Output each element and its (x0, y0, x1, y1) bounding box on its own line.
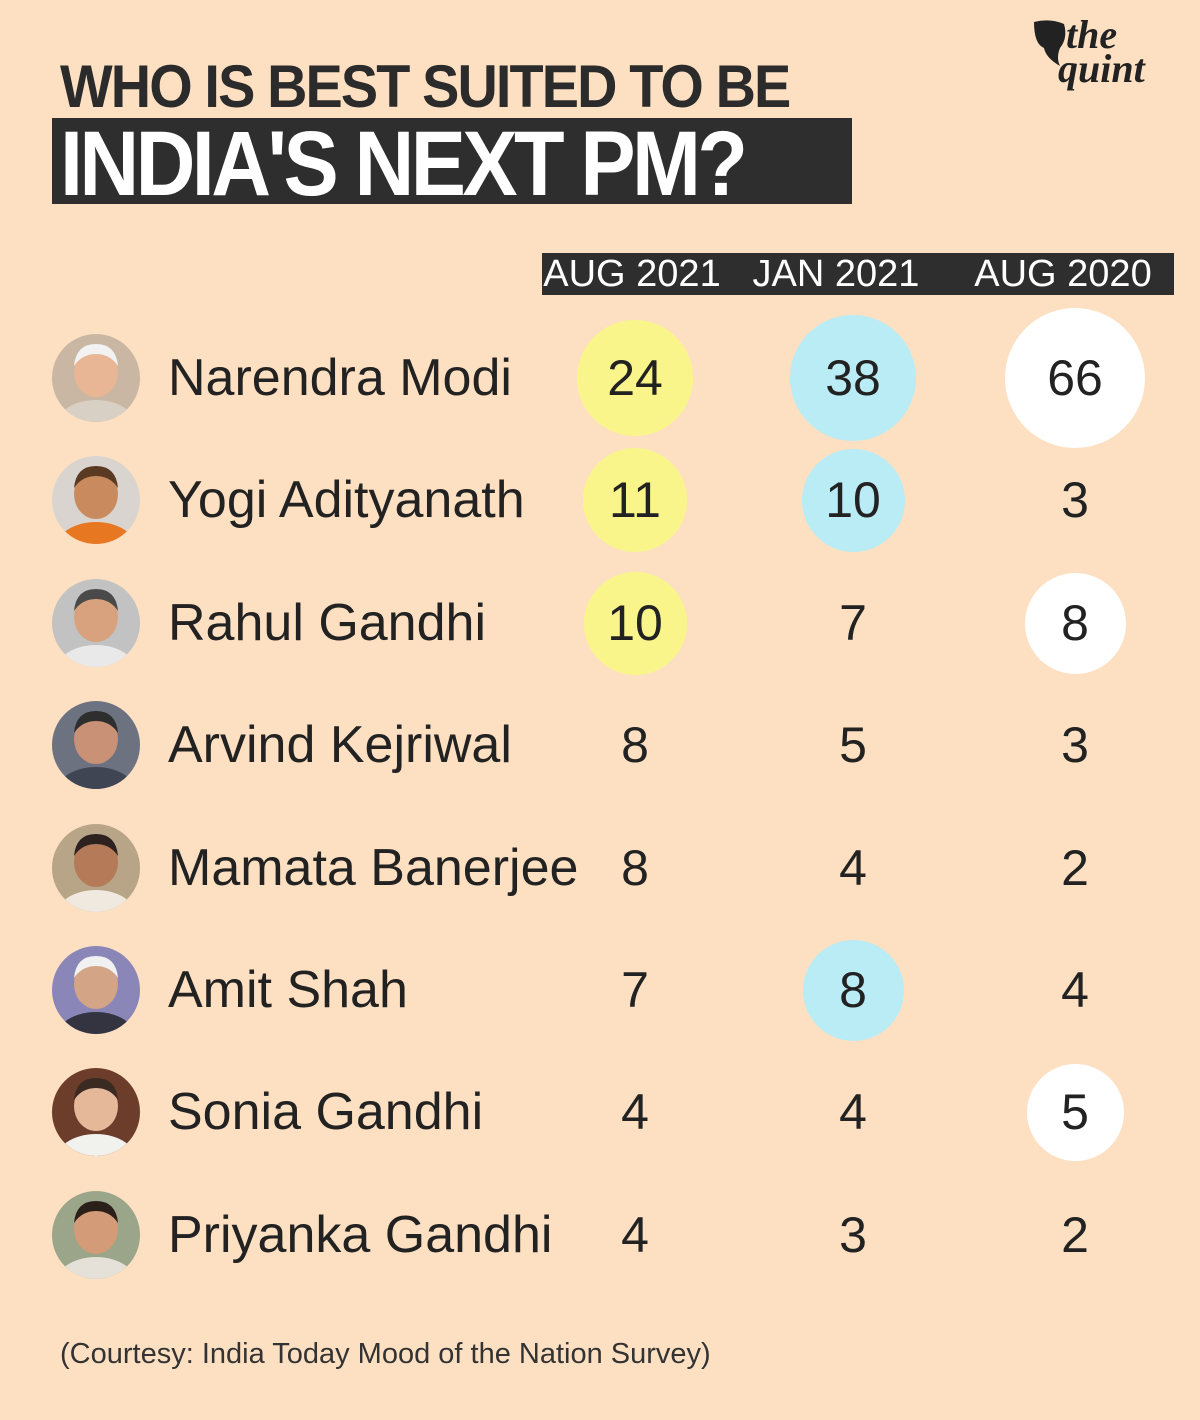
table-cell: 7 (525, 930, 745, 1050)
table-cell: 5 (965, 1052, 1185, 1172)
candidate-name: Rahul Gandhi (168, 594, 486, 652)
column-header-jan-2021: JAN 2021 (720, 253, 952, 295)
avatar (52, 1191, 140, 1279)
table-cell: 24 (525, 318, 745, 438)
table-cell: 2 (965, 1175, 1185, 1295)
table-row: Amit Shah 7 8 4 (0, 930, 1200, 1050)
value-bubble: 4 (1061, 962, 1089, 1018)
column-header-aug-2020: AUG 2020 (952, 253, 1174, 295)
candidate-name: Mamata Banerjee (168, 839, 579, 897)
value-bubble: 8 (621, 717, 649, 773)
table-cell: 4 (525, 1175, 745, 1295)
table-cell: 4 (743, 1052, 963, 1172)
table-row: Rahul Gandhi 10 7 8 (0, 563, 1200, 683)
value-bubble: 2 (1061, 1207, 1089, 1263)
value-bubble: 8 (621, 840, 649, 896)
table-row: Sonia Gandhi 4 4 5 (0, 1052, 1200, 1172)
value-bubble: 8 (1024, 572, 1126, 674)
value-bubble: 10 (801, 448, 905, 552)
table-row: Mamata Banerjee 8 4 2 (0, 808, 1200, 928)
table-cell: 8 (743, 930, 963, 1050)
table-cell: 10 (743, 440, 963, 560)
value-bubble: 5 (1026, 1063, 1124, 1161)
table-cell: 3 (965, 685, 1185, 805)
avatar (52, 456, 140, 544)
value-bubble: 5 (839, 717, 867, 773)
table-cell: 4 (525, 1052, 745, 1172)
value-bubble: 3 (1061, 472, 1089, 528)
value-bubble: 66 (1005, 308, 1145, 448)
table-cell: 8 (965, 563, 1185, 683)
candidate-name: Sonia Gandhi (168, 1083, 484, 1141)
avatar (52, 579, 140, 667)
source-credit: (Courtesy: India Today Mood of the Natio… (60, 1338, 711, 1370)
table-cell: 4 (743, 808, 963, 928)
value-bubble: 7 (621, 962, 649, 1018)
table-row: Priyanka Gandhi 4 3 2 (0, 1175, 1200, 1295)
value-bubble: 38 (790, 315, 916, 441)
value-bubble: 3 (839, 1207, 867, 1263)
column-header-aug-2021: AUG 2021 (542, 253, 722, 295)
table-cell: 11 (525, 440, 745, 560)
value-bubble: 3 (1061, 717, 1089, 773)
value-bubble: 24 (577, 320, 693, 436)
table-cell: 66 (965, 308, 1185, 448)
table-cell: 3 (965, 440, 1185, 560)
table-cell: 8 (525, 685, 745, 805)
avatar (52, 1068, 140, 1156)
value-bubble: 10 (583, 571, 687, 675)
table-row: Arvind Kejriwal 8 5 3 (0, 685, 1200, 805)
table-row: Yogi Adityanath 11 10 3 (0, 440, 1200, 560)
value-bubble: 4 (839, 840, 867, 896)
logo-text-quint: quint (1058, 46, 1145, 91)
candidate-name: Priyanka Gandhi (168, 1206, 553, 1264)
logo-text-the: the (1066, 12, 1118, 57)
value-bubble: 4 (621, 1084, 649, 1140)
table-cell: 8 (525, 808, 745, 928)
avatar (52, 334, 140, 422)
avatar (52, 946, 140, 1034)
title-line-2: INDIA'S NEXT PM? (60, 113, 748, 215)
table-cell: 2 (965, 808, 1185, 928)
candidate-name: Arvind Kejriwal (168, 716, 512, 774)
table-cell: 5 (743, 685, 963, 805)
the-quint-logo: the quint (1030, 15, 1180, 108)
quote-mark-icon (1034, 20, 1066, 66)
value-bubble: 8 (802, 939, 904, 1041)
table-cell: 3 (743, 1175, 963, 1295)
value-bubble: 2 (1061, 840, 1089, 896)
title-line-2-background (52, 118, 852, 204)
table-cell: 38 (743, 315, 963, 441)
avatar (52, 701, 140, 789)
candidate-name: Amit Shah (168, 961, 408, 1019)
avatar (52, 824, 140, 912)
value-bubble: 4 (621, 1207, 649, 1263)
table-cell: 7 (743, 563, 963, 683)
table-cell: 4 (965, 930, 1185, 1050)
value-bubble: 11 (583, 448, 687, 552)
candidate-name: Narendra Modi (168, 349, 512, 407)
value-bubble: 7 (839, 595, 867, 651)
candidate-name: Yogi Adityanath (168, 471, 525, 529)
value-bubble: 4 (839, 1084, 867, 1140)
title-line-1: WHO IS BEST SUITED TO BE (60, 53, 791, 120)
table-row: Narendra Modi 24 38 66 (0, 308, 1200, 448)
table-cell: 10 (525, 563, 745, 683)
